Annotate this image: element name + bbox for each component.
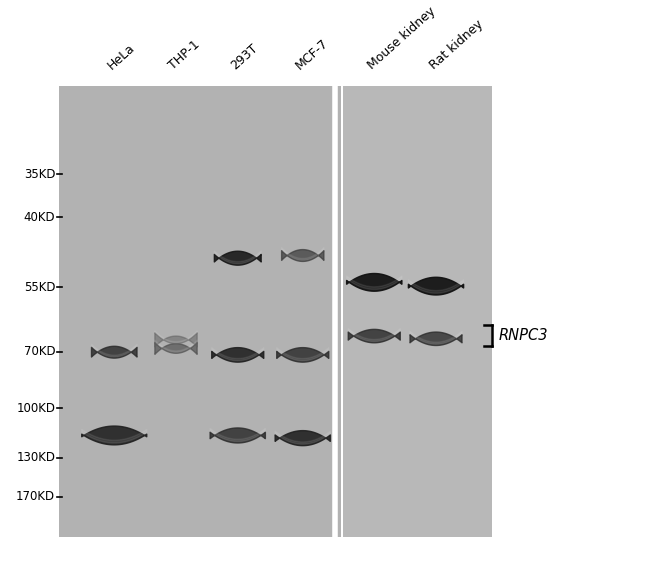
Text: 70KD: 70KD (23, 345, 55, 358)
Text: 35KD: 35KD (24, 168, 55, 181)
Text: HeLa: HeLa (105, 41, 137, 72)
Text: RNPC3: RNPC3 (499, 328, 548, 343)
Text: 130KD: 130KD (16, 451, 55, 464)
Text: Rat kidney: Rat kidney (427, 18, 485, 72)
Text: 100KD: 100KD (16, 401, 55, 415)
FancyBboxPatch shape (58, 86, 341, 537)
Text: MCF-7: MCF-7 (294, 37, 332, 72)
Text: 293T: 293T (229, 42, 261, 72)
Text: 170KD: 170KD (16, 490, 55, 503)
FancyBboxPatch shape (343, 86, 492, 537)
Text: 55KD: 55KD (24, 281, 55, 293)
Text: 40KD: 40KD (23, 211, 55, 224)
Text: Mouse kidney: Mouse kidney (365, 5, 438, 72)
Text: THP-1: THP-1 (167, 38, 203, 72)
